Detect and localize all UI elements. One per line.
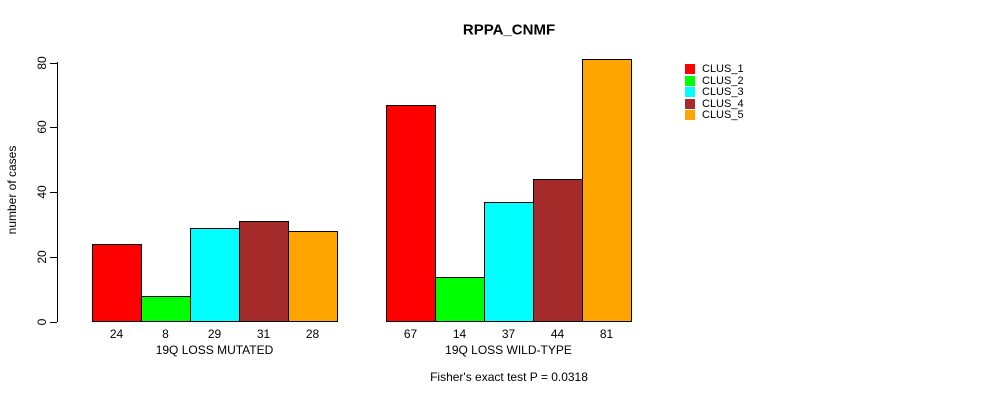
bar-value-label: 67 [403, 327, 418, 341]
legend-swatch-icon [685, 87, 695, 97]
y-axis-tick-label: 0 [35, 318, 49, 326]
y-axis-tick-label: 60 [35, 120, 49, 135]
y-axis-line [57, 62, 58, 322]
legend-label: CLUS_1 [702, 63, 744, 75]
legend-label: CLUS_2 [702, 74, 744, 87]
bar-clus_4-group2 [533, 179, 583, 322]
legend-label: CLUS_5 [702, 109, 744, 121]
bar-value-label: 81 [599, 327, 614, 341]
y-axis-tick [50, 322, 57, 323]
bar-clus_4-group1 [239, 221, 289, 322]
bar-clus_5-group2 [582, 59, 632, 322]
bar-value-label: 31 [256, 327, 271, 341]
bar-value-label: 8 [162, 327, 169, 341]
bar-clus_2-group1 [141, 296, 191, 322]
legend-swatch-icon [685, 98, 695, 109]
legend-label: CLUS_4 [702, 97, 744, 110]
bar-clus_1-group1 [92, 244, 142, 322]
chart-title: RPPA_CNMF [462, 21, 556, 39]
legend-swatch-icon [685, 75, 695, 86]
x-category-label: 19Q LOSS WILD-TYPE [445, 343, 572, 357]
y-axis-tick [50, 257, 57, 259]
bar-value-label: 37 [501, 327, 516, 341]
legend-label: CLUS_3 [702, 86, 744, 98]
y-axis-tick [50, 127, 57, 129]
bar-value-label: 28 [305, 327, 320, 341]
bar-clus_5-group1 [288, 231, 338, 322]
bar-value-label: 44 [550, 327, 565, 341]
x-category-label: 19Q LOSS MUTATED [155, 343, 274, 357]
y-axis-tick-label: 80 [35, 55, 49, 70]
bar-clus_3-group1 [190, 228, 240, 322]
bar-value-label: 24 [109, 327, 124, 341]
legend-swatch-icon [685, 110, 695, 120]
bar-clus_3-group2 [484, 202, 534, 322]
y-axis-tick [50, 192, 57, 194]
y-axis-tick-label: 20 [35, 250, 49, 264]
y-axis-title: number of cases [5, 145, 19, 235]
bar-clus_1-group2 [386, 105, 436, 322]
fisher-test-footnote: Fisher's exact test P = 0.0318 [430, 370, 588, 384]
bar-value-label: 29 [207, 327, 222, 341]
y-axis-tick-label: 40 [35, 185, 49, 199]
bar-clus_2-group2 [435, 277, 485, 322]
bar-value-label: 14 [452, 327, 467, 341]
y-axis-tick [50, 62, 57, 64]
legend-swatch-icon [685, 64, 695, 74]
